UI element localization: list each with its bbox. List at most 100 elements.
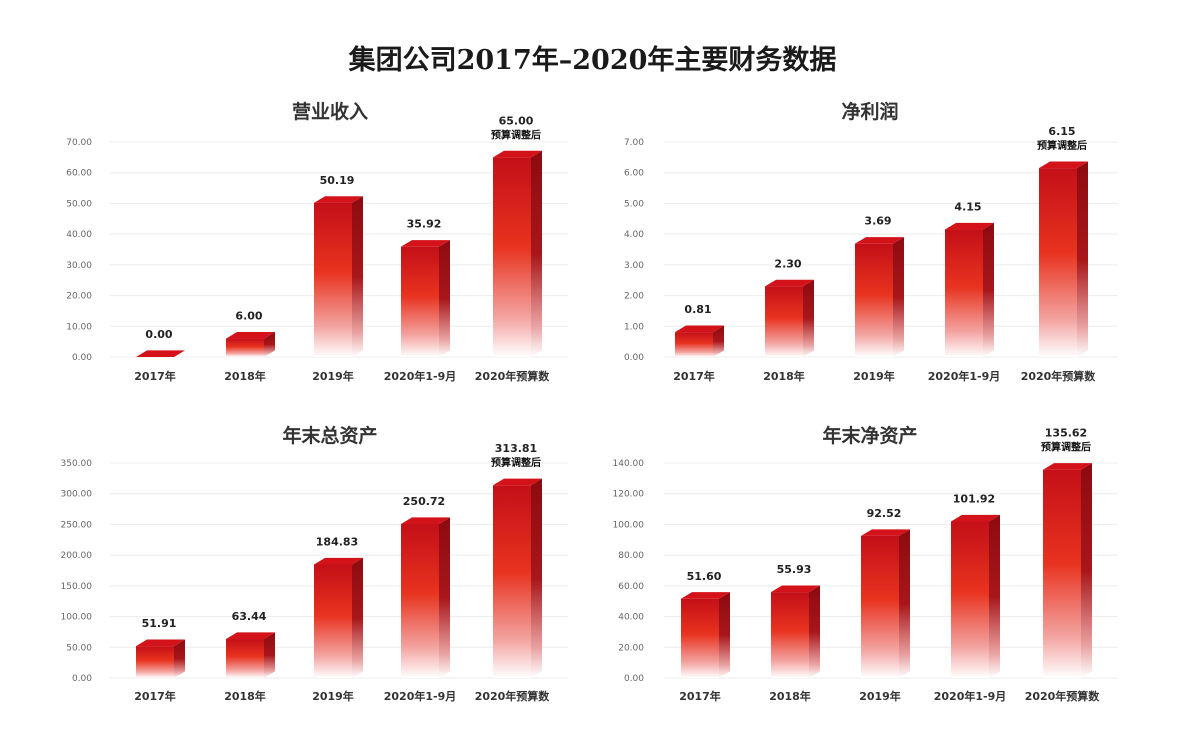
bar-top: [951, 514, 1000, 522]
y-tick-label: 60.00: [618, 582, 644, 592]
bar-front: [401, 523, 439, 678]
bar-side: [713, 325, 724, 357]
bar-front: [681, 598, 719, 678]
y-tick-label: 0.00: [624, 353, 644, 363]
bar-top: [1043, 463, 1092, 470]
bar-front: [226, 338, 264, 357]
data-label: 313.81: [495, 442, 537, 455]
bar-top: [136, 639, 185, 647]
x-tick-label: 2020年预算数: [475, 369, 551, 383]
bar-side: [352, 196, 363, 357]
bar-front: [855, 243, 893, 357]
x-tick-label: 2019年: [312, 369, 354, 383]
data-note: 预算调整后: [491, 128, 541, 141]
bar-top: [314, 557, 363, 565]
bar-side: [803, 279, 814, 357]
x-tick-label: 2019年: [859, 689, 901, 703]
bar-top: [765, 279, 814, 287]
bar-side: [264, 331, 275, 357]
bar-top: [401, 517, 450, 524]
data-note: 预算调整后: [491, 456, 541, 469]
bar-side: [899, 529, 910, 678]
bar-front: [1043, 469, 1081, 678]
bar-top: [771, 585, 820, 593]
data-label: 135.62: [1045, 427, 1087, 440]
bar-front: [401, 246, 439, 357]
x-tick-label: 2020年预算数: [1025, 689, 1101, 703]
data-label: 4.15: [954, 201, 981, 214]
bar-front: [226, 639, 264, 678]
x-tick-label: 2017年: [673, 369, 715, 383]
y-tick-label: 10.00: [66, 322, 92, 332]
bar-top: [136, 350, 185, 357]
data-label: 101.92: [953, 492, 995, 505]
y-tick-label: 20.00: [618, 643, 644, 653]
data-label: 250.72: [403, 495, 445, 508]
x-tick-label: 2019年: [853, 369, 895, 383]
bar-front: [861, 535, 899, 678]
bar-top: [314, 196, 363, 203]
bar-front: [493, 157, 531, 357]
bar-side: [174, 639, 185, 678]
data-label: 0.81: [684, 303, 711, 316]
bar-front: [314, 564, 352, 678]
bar-top: [1039, 161, 1088, 169]
data-label: 0.00: [145, 328, 172, 341]
bar-top: [226, 331, 275, 339]
data-label: 2.30: [774, 257, 801, 270]
y-tick-label: 350.00: [61, 459, 93, 469]
bar-front: [765, 286, 803, 357]
bar-side: [1081, 463, 1092, 678]
x-tick-label: 2018年: [224, 369, 266, 383]
bar-front: [675, 332, 713, 357]
bar-front: [951, 521, 989, 678]
y-tick-label: 6.00: [624, 169, 644, 179]
data-label: 35.92: [407, 218, 442, 231]
bar-top: [401, 240, 450, 247]
data-label: 51.91: [142, 617, 177, 630]
y-tick-label: 2.00: [624, 292, 644, 302]
bar-side: [1077, 161, 1088, 357]
x-tick-label: 2018年: [763, 369, 805, 383]
data-label: 6.00: [235, 310, 262, 323]
bar-side: [439, 240, 450, 357]
data-note: 预算调整后: [1037, 139, 1087, 152]
x-tick-label: 2020年1-9月: [384, 689, 457, 703]
y-tick-label: 5.00: [624, 199, 644, 209]
y-tick-label: 200.00: [61, 551, 93, 561]
bar-top: [493, 150, 542, 158]
bar-side: [531, 478, 542, 678]
bar-top: [945, 222, 994, 230]
data-label: 92.52: [867, 507, 902, 520]
x-tick-label: 2018年: [224, 689, 266, 703]
y-tick-label: 140.00: [613, 459, 645, 469]
y-tick-label: 300.00: [61, 490, 93, 500]
x-tick-label: 2020年预算数: [1021, 369, 1097, 383]
chart-title-net-profit: 净利润: [841, 101, 899, 123]
bar-front: [493, 485, 531, 678]
bar-side: [893, 237, 904, 357]
data-label: 50.19: [320, 174, 355, 187]
y-tick-label: 40.00: [66, 230, 92, 240]
bar-top: [855, 237, 904, 244]
x-tick-label: 2017年: [134, 689, 176, 703]
y-tick-label: 100.00: [61, 613, 93, 623]
bar-top: [675, 325, 724, 333]
chart-title-revenue: 营业收入: [291, 101, 368, 123]
bar-side: [352, 557, 363, 678]
y-tick-label: 7.00: [624, 138, 644, 148]
data-label: 63.44: [232, 610, 267, 623]
x-tick-label: 2020年1-9月: [384, 369, 457, 383]
x-tick-label: 2020年1-9月: [928, 369, 1001, 383]
y-tick-label: 50.00: [66, 199, 92, 209]
bar-top: [493, 478, 542, 486]
bar-top: [681, 592, 730, 599]
bar-front: [945, 229, 983, 357]
bar-top: [861, 529, 910, 536]
x-tick-label: 2020年1-9月: [934, 689, 1007, 703]
bar-front: [136, 646, 174, 678]
y-tick-label: 50.00: [66, 643, 92, 653]
y-tick-label: 0.00: [72, 674, 92, 684]
data-label: 51.60: [687, 570, 722, 583]
